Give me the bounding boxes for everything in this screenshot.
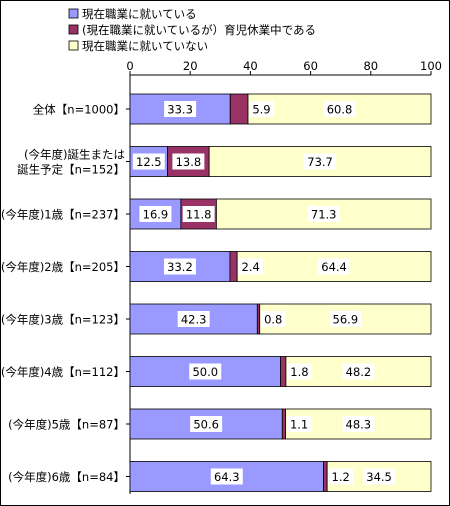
data-label-7-3: 48.3 <box>346 418 372 432</box>
legend-swatch-1 <box>68 8 79 19</box>
data-label-bg-3-1 <box>139 206 172 222</box>
bar-6-series-2 <box>280 356 287 387</box>
data-label-bg-1-3 <box>323 101 356 117</box>
category-label-5: (今年度)3歳【n=123】 <box>1 313 125 327</box>
data-label-bg-5-1 <box>177 311 210 327</box>
data-label-6-1: 50.0 <box>192 365 218 379</box>
data-label-5-3: 56.9 <box>333 313 359 327</box>
category-label-2-line-2: 誕生予定【n=152】 <box>17 163 125 177</box>
data-label-2-2: 13.8 <box>176 155 202 169</box>
bar-8-series-2 <box>323 461 328 492</box>
legend-label-3: 現在職業に就いていない <box>82 39 208 53</box>
category-label-1: 全体【n=1000】 <box>33 103 125 117</box>
data-label-bg-5-3 <box>329 311 362 327</box>
data-label-bg-4-3 <box>318 258 351 275</box>
data-label-7-1: 50.6 <box>193 418 219 432</box>
data-label-bg-4-2 <box>238 258 264 275</box>
data-label-bg-6-3 <box>342 363 375 380</box>
category-label-2-line-1: (今年度)誕生または <box>24 148 125 162</box>
data-label-bg-1-1 <box>164 101 197 117</box>
data-label-bg-2-2 <box>172 153 205 170</box>
data-label-7-2: 1.1 <box>290 418 308 432</box>
category-label-2: (今年度)誕生または誕生予定【n=152】 <box>17 148 125 177</box>
data-label-bg-2-1 <box>132 153 165 170</box>
data-label-3-3: 71.3 <box>311 208 337 222</box>
category-label-8: (今年度)6歳【n=84】 <box>8 470 125 484</box>
data-label-3-1: 16.9 <box>143 208 169 222</box>
data-label-bg-7-3 <box>342 416 375 432</box>
data-label-bg-3-3 <box>307 206 340 222</box>
legend-swatch-2 <box>68 24 79 35</box>
x-tick-label-20: 20 <box>183 59 198 73</box>
data-label-4-1: 33.2 <box>167 260 193 274</box>
data-label-1-1: 33.3 <box>167 103 193 117</box>
data-label-bg-6-2 <box>286 363 312 380</box>
legend-swatch-3 <box>68 40 79 51</box>
data-label-bg-6-1 <box>189 363 222 380</box>
data-label-bg-4-1 <box>163 258 196 275</box>
data-label-2-1: 12.5 <box>136 155 162 169</box>
data-label-bg-7-1 <box>190 416 223 432</box>
data-label-1-3: 60.8 <box>327 103 353 117</box>
data-label-bg-8-2 <box>328 468 354 485</box>
data-label-8-1: 64.3 <box>214 470 240 484</box>
data-label-bg-8-3 <box>363 468 396 485</box>
bar-7-series-2 <box>281 408 287 440</box>
bar-4-series-2 <box>229 251 238 282</box>
data-label-8-2: 1.2 <box>332 470 350 484</box>
x-tick-label-60: 60 <box>303 59 318 73</box>
data-label-bg-3-2 <box>182 206 215 222</box>
x-tick-label-80: 80 <box>363 59 378 73</box>
data-label-4-3: 64.4 <box>321 260 347 274</box>
data-label-8-3: 34.5 <box>366 470 392 484</box>
category-label-7: (今年度)5歳【n=87】 <box>8 418 125 432</box>
data-label-bg-2-3 <box>304 153 337 170</box>
data-label-6-3: 48.2 <box>346 365 372 379</box>
data-label-6-2: 1.8 <box>290 365 308 379</box>
data-label-1-2: 5.9 <box>252 103 270 117</box>
category-label-4: (今年度)2歳【n=205】 <box>1 260 125 274</box>
category-label-6: (今年度)4歳【n=112】 <box>1 365 125 379</box>
data-label-5-2: 0.8 <box>264 313 282 327</box>
legend-label-2: (現在職業に就いているが）育児休業中である <box>82 23 316 37</box>
data-label-bg-1-2 <box>248 101 274 117</box>
data-label-4-2: 2.4 <box>242 260 260 274</box>
x-tick-label-40: 40 <box>243 59 258 73</box>
bar-1-series-2 <box>229 93 249 125</box>
data-label-bg-5-2 <box>260 311 286 327</box>
data-label-bg-7-2 <box>286 416 312 432</box>
legend-label-1: 現在職業に就いている <box>82 7 197 21</box>
x-tick-label-0: 0 <box>126 59 133 73</box>
data-label-2-3: 73.7 <box>307 155 333 169</box>
data-label-5-1: 42.3 <box>181 313 207 327</box>
data-label-bg-8-1 <box>210 468 243 485</box>
category-label-3: (今年度)1歳【n=237】 <box>1 208 125 222</box>
x-tick-label-100: 100 <box>420 59 442 73</box>
data-label-3-2: 11.8 <box>186 208 212 222</box>
